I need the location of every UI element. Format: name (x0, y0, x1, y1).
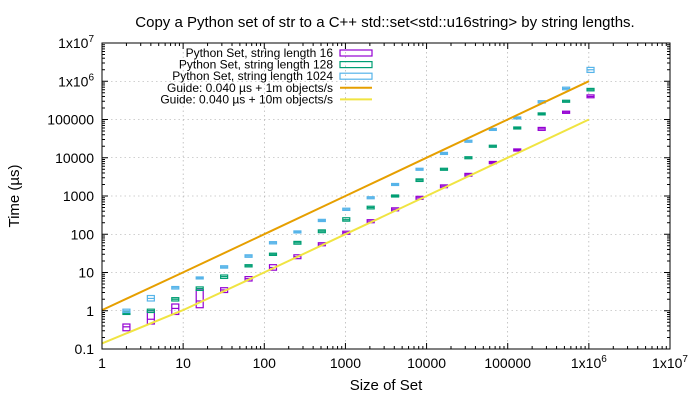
legend-item: Guide: 0.040 µs + 1m objects/s (167, 81, 372, 95)
legend-label: Python Set, string length 128 (179, 58, 333, 72)
plot-area (101, 66, 595, 345)
y-tick-label: 0.1 (75, 341, 95, 357)
x-tick-label: 10000 (407, 355, 446, 371)
x-tick-label: 1000 (330, 355, 361, 371)
series-3 (101, 80, 590, 312)
series-2 (122, 66, 595, 314)
y-tick-label: 1000 (63, 188, 94, 204)
y-tick-label: 1 (86, 303, 94, 319)
x-axis-label: Size of Set (350, 377, 423, 394)
legend-label: Python Set, string length 16 (186, 46, 334, 60)
legend-label: Guide: 0.040 µs + 10m objects/s (160, 92, 333, 106)
x-tick-label: 1 (98, 355, 106, 371)
y-tick-exponent: 7 (88, 34, 94, 45)
data-box (195, 289, 204, 309)
x-tick-label: 1x106 (571, 354, 607, 371)
legend-item: Python Set, string length 16 (186, 46, 373, 60)
data-box (171, 303, 180, 316)
y-tick-label: 100 (71, 226, 95, 242)
grid (102, 43, 670, 349)
y-tick-exponent: 6 (88, 72, 94, 83)
guide-line (101, 80, 590, 312)
series-4 (101, 118, 590, 345)
legend-item: Guide: 0.040 µs + 10m objects/s (160, 92, 372, 106)
legend-swatch (339, 60, 373, 69)
y-tick-label: 10 (78, 265, 94, 281)
y-axis-label: Time (µs) (6, 164, 23, 227)
series-0 (122, 94, 595, 332)
y-tick-label: 1x106 (58, 72, 94, 89)
tick-labels: 1 10 100 1000 10000 100000 1x106 1x1070.1110100… (47, 34, 688, 371)
axis-ticks (101, 42, 671, 350)
series-1 (122, 87, 595, 316)
x-tick-label: 100 (253, 355, 277, 371)
x-tick-exponent: 6 (601, 354, 607, 365)
y-tick-label: 100000 (47, 112, 94, 128)
legend-swatch (339, 49, 373, 57)
x-tick-label: 10 (175, 355, 191, 371)
x-tick-label: 100000 (484, 355, 531, 371)
x-tick-label: 1x107 (652, 354, 688, 371)
y-tick-label: 1x107 (58, 34, 94, 51)
legend-item: Python Set, string length 1024 (172, 69, 373, 83)
legend-item: Python Set, string length 128 (179, 58, 373, 72)
legend-label: Guide: 0.040 µs + 1m objects/s (167, 81, 333, 95)
legend-label: Python Set, string length 1024 (172, 69, 333, 83)
x-tick-exponent: 7 (682, 354, 688, 365)
chart-title: Copy a Python set of str to a C++ std::s… (135, 14, 634, 31)
guide-line (101, 118, 590, 345)
y-tick-label: 10000 (55, 150, 94, 166)
legend-swatch (339, 72, 373, 80)
